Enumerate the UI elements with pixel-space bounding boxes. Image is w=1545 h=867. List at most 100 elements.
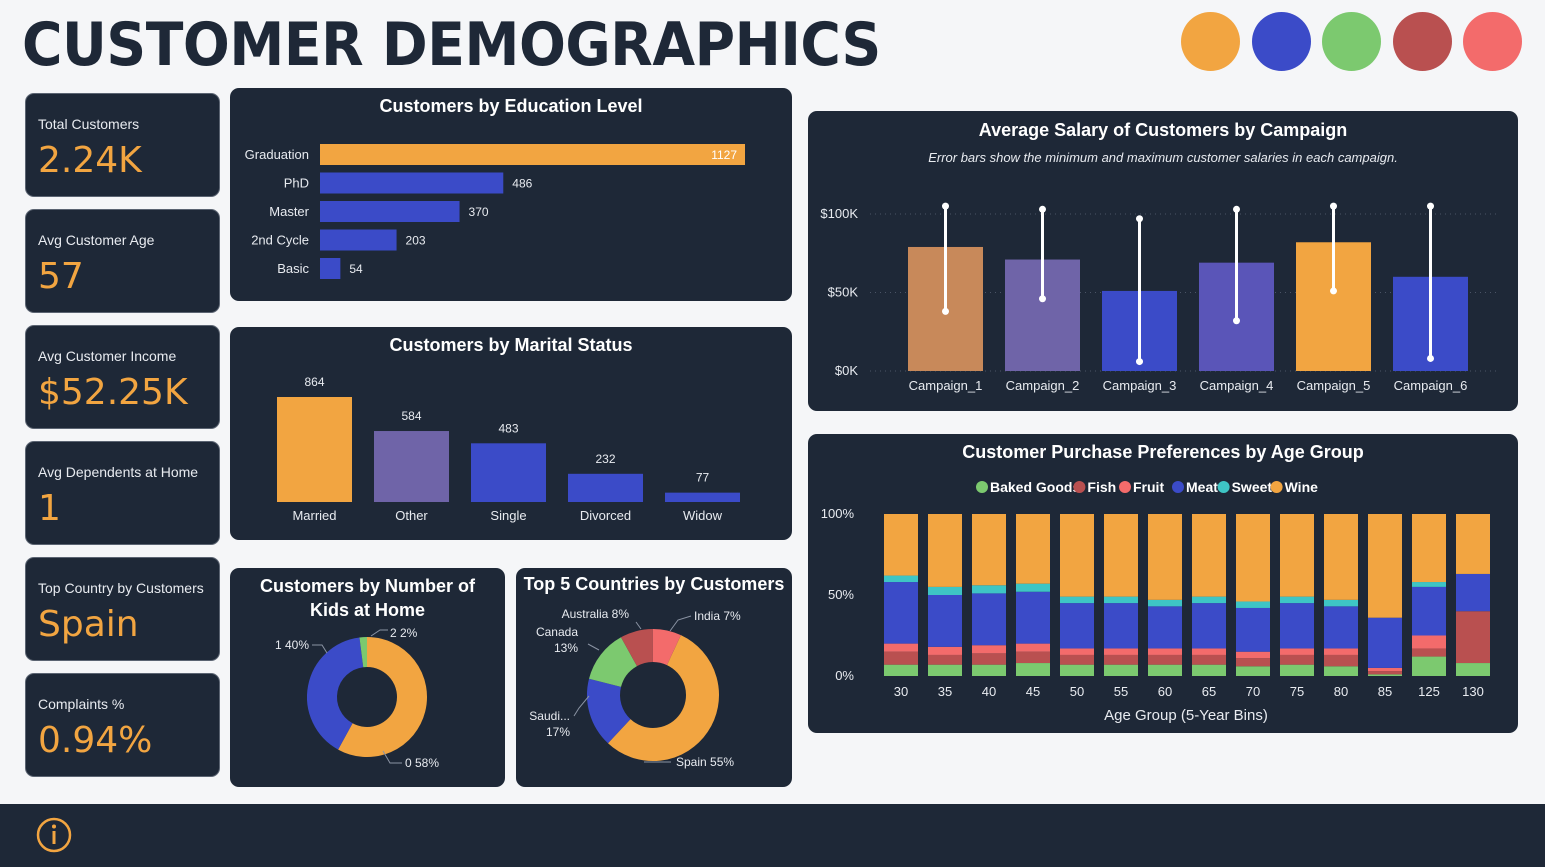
slice-canada: [589, 637, 638, 688]
segment-wine: [972, 514, 1006, 586]
leader-line: [370, 629, 388, 637]
segment-wine: [1236, 514, 1270, 602]
education-chart-card: Customers by Education Level Graduation 1…: [230, 88, 792, 301]
x-tick-label: 65: [1202, 684, 1216, 699]
x-tick-label: Divorced: [580, 508, 631, 523]
bar-divorced: [568, 473, 643, 502]
segment-wine: [1280, 514, 1314, 597]
bar-basic: [320, 258, 341, 279]
x-axis-label: Age Group (5-Year Bins): [1104, 707, 1268, 724]
kpi-label: Avg Dependents at Home: [38, 464, 199, 480]
x-tick-label: 130: [1462, 684, 1484, 699]
y-tick-label: Master: [269, 204, 309, 219]
segment-wine: [1104, 514, 1138, 597]
kpi-label: Total Customers: [38, 116, 140, 132]
y-tick-label: 50%: [828, 587, 854, 602]
y-tick-label: 100%: [821, 506, 855, 521]
data-label: 370: [469, 205, 489, 219]
error-bar-max: [1039, 205, 1046, 213]
segment-fruit: [884, 643, 918, 652]
segment-fish: [1104, 654, 1138, 665]
x-tick-label: 70: [1246, 684, 1260, 699]
footer-bar: [0, 804, 1545, 867]
legend-marker: [976, 481, 988, 493]
kpi-label: Avg Customer Age: [38, 232, 155, 248]
salary-chart-card: Average Salary of Customers by Campaign …: [808, 111, 1518, 411]
segment-baked-goods: [1236, 666, 1270, 676]
segment-wine: [1016, 514, 1050, 584]
y-tick-label: Basic: [277, 261, 309, 276]
segment-wine: [1060, 514, 1094, 597]
chart-title: Customer Purchase Preferences by Age Gro…: [962, 442, 1364, 462]
segment-sweet: [1104, 596, 1138, 604]
kids-donut-chart: 0 58% 1 40% 2 2%: [275, 626, 439, 770]
salary-bar-chart: $0K $50K $100K Campaign_1 Campaign_2 Campaign…: [820, 202, 1498, 393]
error-bar-max: [1330, 202, 1337, 210]
bar-single: [471, 443, 546, 502]
segment-baked-goods: [1324, 666, 1358, 676]
segment-sweet: [972, 585, 1006, 594]
leader-line: [587, 643, 600, 651]
segment-meat: [1412, 586, 1446, 636]
segment-sweet: [1280, 596, 1314, 604]
marital-chart-card: Customers by Marital Status 864 Married 58…: [230, 327, 792, 540]
kpi-value: 1: [38, 488, 61, 529]
segment-fish: [1192, 654, 1226, 665]
legend-label: Sweet: [1232, 479, 1273, 495]
slice-label: 17%: [546, 725, 570, 739]
segment-meat: [1148, 606, 1182, 649]
y-tick-label: $50K: [828, 285, 859, 300]
legend-marker: [1270, 481, 1283, 493]
error-bar-min: [942, 307, 949, 315]
kpi-avg-customer-income: Avg Customer Income $52.25K: [25, 325, 220, 429]
slice-india: [651, 629, 681, 666]
segment-fish: [1280, 654, 1314, 665]
segment-baked-goods: [1412, 656, 1446, 676]
segment-meat: [1324, 606, 1358, 649]
kpi-label: Top Country by Customers: [38, 580, 204, 596]
kpi-value: 57: [38, 256, 84, 297]
palette-swatch-darkred: [1393, 12, 1452, 71]
x-tick-label: 60: [1158, 684, 1172, 699]
slice-label: India 7%: [694, 609, 741, 623]
x-tick-label: Married: [292, 508, 336, 523]
segment-fruit: [1060, 648, 1094, 655]
legend-marker: [1172, 481, 1184, 493]
x-tick-label: 55: [1114, 684, 1128, 699]
legend-label: Wine: [1285, 479, 1319, 495]
segment-meat: [1236, 607, 1270, 652]
segment-sweet: [1148, 599, 1182, 607]
slice-label: Saudi...: [529, 709, 570, 723]
segment-fish: [1324, 654, 1358, 667]
info-icon[interactable]: [34, 815, 74, 855]
data-label: 864: [304, 375, 324, 389]
x-tick-label: 80: [1334, 684, 1348, 699]
slice-australia: [621, 629, 654, 667]
segment-baked-goods: [1148, 664, 1182, 676]
segment-meat: [1456, 573, 1490, 612]
leader-line: [312, 644, 328, 654]
slice-1: [307, 637, 365, 750]
y-tick-label: $100K: [820, 206, 858, 221]
legend-marker: [1073, 481, 1086, 493]
x-tick-label: Single: [490, 508, 526, 523]
palette-swatch-red: [1463, 12, 1522, 71]
x-tick-label: Campaign_4: [1200, 378, 1274, 393]
segment-meat: [928, 595, 962, 647]
segment-wine: [1192, 514, 1226, 597]
segment-sweet: [928, 586, 962, 595]
leader-line: [382, 750, 402, 764]
segment-fruit: [1192, 648, 1226, 655]
segment-wine: [884, 514, 918, 576]
segment-sweet: [1192, 596, 1226, 604]
error-bar-max: [1136, 215, 1143, 223]
bar-2nd-cycle: [320, 229, 397, 251]
segment-sweet: [884, 575, 918, 583]
bar-graduation: [320, 144, 745, 165]
legend-label: Meat: [1186, 479, 1218, 495]
data-label: 584: [401, 409, 421, 423]
segment-meat: [1016, 591, 1050, 644]
palette-swatch-blue: [1252, 12, 1311, 71]
segment-baked-goods: [1104, 664, 1138, 676]
slice-label: Spain 55%: [676, 755, 734, 769]
